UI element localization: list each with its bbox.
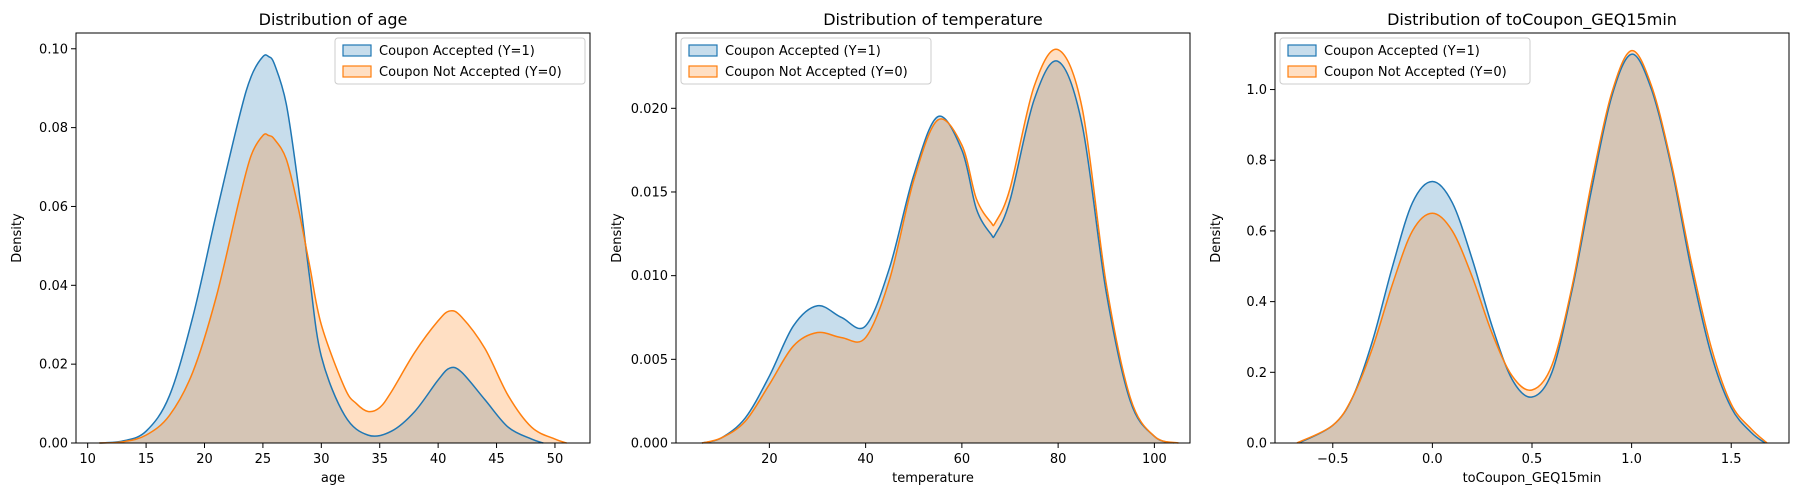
legend-label: Coupon Accepted (Y=1) (1324, 44, 1480, 59)
x-tick-label: 20 (761, 452, 778, 467)
y-tick-label: 0.8 (1246, 154, 1267, 169)
y-tick-label: 0.06 (39, 200, 68, 215)
y-tick-label: 0.02 (39, 358, 68, 373)
density-area-accepted (99, 54, 544, 443)
density-line-not-accepted (701, 48, 1179, 444)
density-line-not-accepted (1296, 49, 1768, 444)
density-line-accepted (99, 54, 544, 444)
y-tick-label: 0.010 (631, 269, 668, 284)
legend-swatch (1287, 44, 1317, 57)
y-tick-label: 0.00 (39, 437, 68, 452)
y-axis-label: Density (10, 213, 25, 263)
x-tick-label: 0.0 (1422, 452, 1443, 467)
x-tick-label: 1.0 (1621, 452, 1642, 467)
density-area-accepted (701, 60, 1174, 444)
density-area-not-accepted (701, 49, 1179, 443)
axes-frame (75, 32, 591, 444)
y-tick-label: 0.0 (1246, 437, 1267, 452)
legend-box (334, 37, 586, 85)
y-tick-label: 0.005 (631, 353, 668, 368)
legend: Coupon Accepted (Y=1) Coupon Not Accepted… (1279, 37, 1531, 85)
legend-swatch (342, 65, 372, 78)
x-tick-label: 60 (954, 452, 971, 467)
y-tick-label: 1.0 (1246, 83, 1267, 98)
y-tick-label: 0.08 (39, 121, 68, 136)
y-axis-label: Density (610, 213, 625, 263)
y-tick-label: 0.015 (631, 185, 668, 200)
x-tick-label: 40 (857, 452, 874, 467)
density-line-accepted (1298, 53, 1766, 444)
x-axis-label: age (321, 471, 345, 486)
density-line-not-accepted (99, 133, 567, 444)
y-tick-label: 0.10 (39, 42, 68, 57)
x-tick-label: 25 (255, 452, 272, 467)
legend-label: Coupon Accepted (Y=1) (379, 44, 535, 59)
legend-label: Coupon Accepted (Y=1) (725, 44, 881, 59)
x-tick-label: 50 (547, 452, 564, 467)
x-tick-label: 80 (1050, 452, 1067, 467)
legend-swatch (688, 65, 718, 78)
legend: Coupon Accepted (Y=1) Coupon Not Accepted… (680, 37, 932, 85)
y-axis-label: Density (1209, 213, 1224, 263)
panel-age: 10 15 20 25 30 35 40 45 50 0.00 0.02 0.04 0.06 0.08 0.… (10, 10, 591, 486)
x-tick-label: 40 (430, 452, 447, 467)
x-tick-label: 20 (196, 452, 213, 467)
density-area-not-accepted (1296, 50, 1768, 443)
legend: Coupon Accepted (Y=1) Coupon Not Accepted… (334, 37, 586, 85)
chart-title: Distribution of temperature (823, 10, 1043, 29)
panel-toCoupon-GEQ15min: −0.5 0.0 0.5 1.0 1.5 0.0 0.2 0.4 0.6 0.8 1.0 Distri… (1209, 10, 1790, 486)
x-tick-label: −0.5 (1317, 452, 1349, 467)
y-tick-label: 0.04 (39, 279, 68, 294)
legend-swatch (1287, 65, 1317, 78)
chart-title: Distribution of age (259, 10, 408, 29)
legend-label: Coupon Not Accepted (Y=0) (1324, 65, 1507, 80)
y-tick-label: 0.020 (631, 102, 668, 117)
x-tick-label: 15 (138, 452, 155, 467)
x-tick-label: 35 (371, 452, 388, 467)
y-tick-label: 0.2 (1246, 366, 1267, 381)
x-axis-label: temperature (892, 471, 974, 486)
y-tick-label: 0.6 (1246, 224, 1267, 239)
density-area-not-accepted (99, 133, 567, 443)
x-tick-label: 30 (313, 452, 330, 467)
x-axis-label: toCoupon_GEQ15min (1463, 471, 1602, 486)
y-tick-label: 0.000 (631, 437, 668, 452)
legend-box (680, 37, 932, 85)
density-area-accepted (1298, 54, 1766, 443)
x-tick-label: 10 (79, 452, 96, 467)
x-tick-label: 1.5 (1721, 452, 1742, 467)
legend-swatch (688, 44, 718, 57)
y-tick-label: 0.4 (1246, 295, 1267, 310)
legend-label: Coupon Not Accepted (Y=0) (379, 65, 562, 80)
x-tick-label: 0.5 (1522, 452, 1543, 467)
axes-frame (675, 32, 1191, 444)
panel-temperature: 20 40 60 80 100 0.000 0.005 0.010 0.015 0.020 Dist… (610, 10, 1191, 486)
legend-swatch (342, 44, 372, 57)
x-tick-label: 45 (488, 452, 505, 467)
density-line-accepted (701, 60, 1174, 444)
legend-box (1279, 37, 1531, 85)
chart-title: Distribution of toCoupon_GEQ15min (1387, 10, 1677, 30)
legend-label: Coupon Not Accepted (Y=0) (725, 65, 908, 80)
x-tick-label: 100 (1142, 452, 1167, 467)
